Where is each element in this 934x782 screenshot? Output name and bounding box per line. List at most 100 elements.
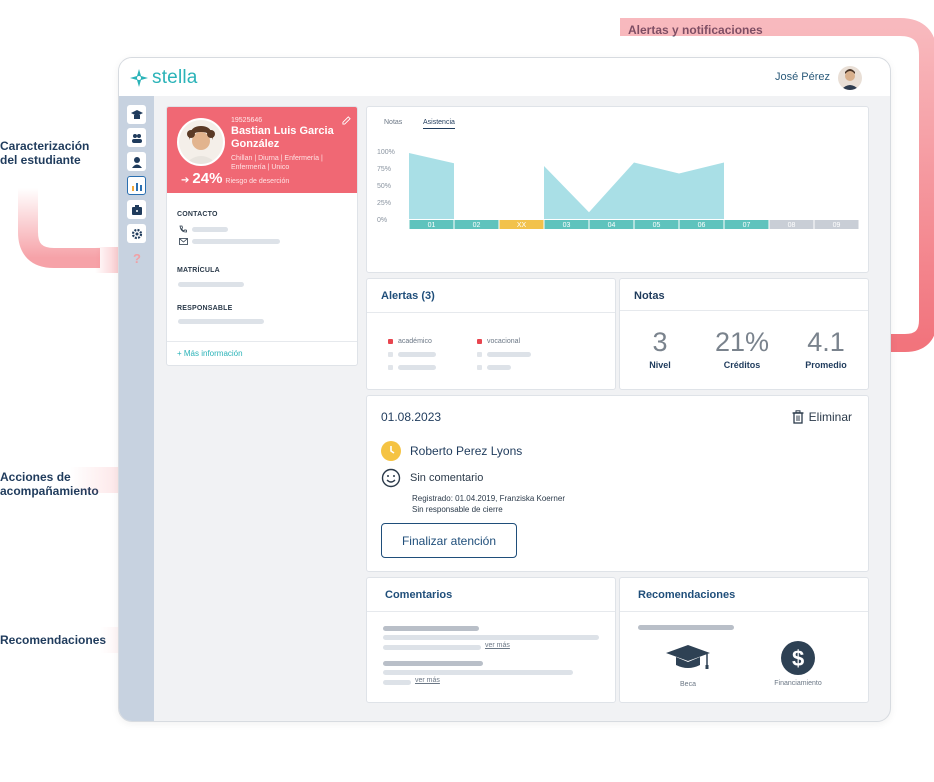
recommendation-funding[interactable]: $ Financiamiento xyxy=(766,641,830,687)
comment-placeholder xyxy=(383,680,411,685)
delete-label: Eliminar xyxy=(808,410,852,424)
grades-card: Notas 3 Nivel 21% Créditos 4.1 Promedio xyxy=(619,278,869,390)
action-closing: Sin responsable de cierre xyxy=(412,505,503,514)
risk-indicator: ➔ 24% Riesgo de deserción xyxy=(181,170,289,187)
graduation-icon xyxy=(130,109,143,119)
sidebar-item-settings[interactable] xyxy=(127,224,146,243)
student-id: 19525646 xyxy=(231,117,263,124)
see-more-link[interactable]: ver más xyxy=(415,677,440,684)
stat-credits-value: 21% xyxy=(714,327,770,357)
category-bar[interactable] xyxy=(589,220,634,229)
grades-divider xyxy=(620,310,868,311)
comments-card: Comentarios ver más ver más xyxy=(366,577,616,703)
comment-placeholder xyxy=(383,626,479,631)
sidebar-item-briefcase[interactable] xyxy=(127,200,146,219)
sidebar-item-help[interactable]: ? xyxy=(127,248,146,267)
stat-level: 3 Nivel xyxy=(640,327,680,370)
svg-text:$: $ xyxy=(792,646,804,671)
top-bar: stella José Pérez xyxy=(119,58,890,96)
action-registered: Registrado: 01.04.2019, Franziska Koerne… xyxy=(412,494,565,503)
user-avatar[interactable] xyxy=(838,66,862,90)
alert-placeholder xyxy=(477,365,511,370)
delete-button[interactable]: Eliminar xyxy=(792,410,852,424)
recommendations-title: Recomendaciones xyxy=(638,589,736,601)
recommendations-divider xyxy=(620,611,868,612)
user-name[interactable]: José Pérez xyxy=(774,71,830,83)
stat-level-value: 3 xyxy=(652,327,668,357)
category-bar[interactable] xyxy=(454,220,499,229)
stella-logo[interactable]: stella xyxy=(129,67,198,89)
alert-academic[interactable]: académico xyxy=(388,338,432,345)
attendance-area xyxy=(409,153,454,219)
annotation-alertas: Alertas y notificaciones xyxy=(628,23,763,37)
recommendation-scholarship[interactable]: Beca xyxy=(664,644,712,688)
category-label: 04 xyxy=(608,222,616,229)
stat-level-label: Nivel xyxy=(649,360,671,370)
category-bar[interactable] xyxy=(679,220,724,229)
annotation-recomendaciones: Recomendaciones xyxy=(0,633,107,647)
sidebar-item-person[interactable] xyxy=(127,152,146,171)
action-comment: Sin comentario xyxy=(410,472,484,484)
action-person-row: Roberto Perez Lyons xyxy=(381,441,522,461)
alert-dot xyxy=(388,339,393,344)
sidebar-item-group[interactable] xyxy=(127,128,146,147)
category-label: 03 xyxy=(563,222,571,229)
comment-placeholder xyxy=(383,635,599,640)
stat-average: 4.1 Promedio xyxy=(796,327,856,370)
student-card: 19525646 Bastian Luis Garcia González Ch… xyxy=(166,106,358,366)
category-label: 06 xyxy=(698,222,706,229)
phone-icon xyxy=(179,225,187,233)
more-info-link[interactable]: + Más información xyxy=(177,349,243,358)
arrow-right-icon: ➔ xyxy=(181,175,190,186)
bar-chart-icon xyxy=(131,182,142,191)
y-tick-label: 100% xyxy=(377,149,395,156)
gear-icon xyxy=(131,228,142,239)
category-bar[interactable] xyxy=(499,220,544,229)
category-label: 02 xyxy=(473,222,481,229)
risk-label: Riesgo de deserción xyxy=(225,178,290,185)
finish-attention-button[interactable]: Finalizar atención xyxy=(381,523,517,558)
comment-placeholder xyxy=(383,661,483,666)
y-tick-label: 25% xyxy=(377,200,391,207)
contact-label: CONTACTO xyxy=(177,211,218,218)
recommendations-card: Recomendaciones Beca $ Financiamiento xyxy=(619,577,869,703)
alert-placeholder xyxy=(477,352,531,357)
category-bar[interactable] xyxy=(724,220,769,229)
category-bar[interactable] xyxy=(769,220,814,229)
sidebar-item-education[interactable] xyxy=(127,105,146,124)
phone-placeholder xyxy=(192,227,228,232)
tab-notas[interactable]: Notas xyxy=(384,119,403,126)
category-bar[interactable] xyxy=(409,220,454,229)
alert-academic-label: académico xyxy=(398,338,432,345)
dollar-icon: $ xyxy=(781,641,815,675)
svg-text:?: ? xyxy=(133,251,141,265)
comments-title: Comentarios xyxy=(385,589,453,601)
briefcase-icon xyxy=(131,204,142,215)
enrollment-label: MATRÍCULA xyxy=(177,267,220,274)
edit-icon[interactable] xyxy=(342,112,351,130)
category-bar[interactable] xyxy=(814,220,859,229)
category-label: XX xyxy=(517,222,527,229)
recommendation-placeholder xyxy=(638,625,734,630)
action-person: Roberto Perez Lyons xyxy=(410,444,523,458)
action-date: 01.08.2023 xyxy=(381,410,442,424)
category-label: 01 xyxy=(428,222,436,229)
mail-icon xyxy=(179,238,188,245)
action-card: 01.08.2023 Eliminar Roberto Perez Lyons … xyxy=(366,395,869,572)
smiley-icon xyxy=(381,468,401,488)
action-comment-row: Sin comentario xyxy=(381,468,483,488)
alert-vocational[interactable]: vocacional xyxy=(477,338,520,345)
alerts-card: Alertas (3) académico vocacional xyxy=(366,278,616,390)
category-bar[interactable] xyxy=(634,220,679,229)
alert-placeholder xyxy=(388,365,436,370)
alert-placeholder xyxy=(388,352,436,357)
alerts-divider xyxy=(367,312,615,313)
category-label: 07 xyxy=(743,222,751,229)
comment-placeholder xyxy=(383,670,573,675)
see-more-link[interactable]: ver más xyxy=(485,642,510,649)
category-bar[interactable] xyxy=(544,220,589,229)
y-tick-label: 50% xyxy=(377,183,391,190)
alerts-title: Alertas (3) xyxy=(381,290,435,302)
sidebar-item-stats[interactable] xyxy=(127,176,146,195)
tab-asistencia[interactable]: Asistencia xyxy=(423,119,455,129)
